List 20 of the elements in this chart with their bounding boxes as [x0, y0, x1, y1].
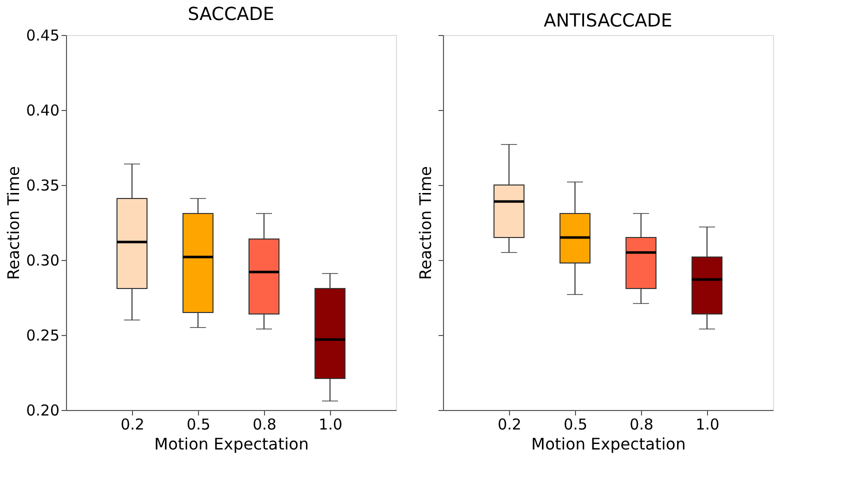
y-tick-label: 0.45	[26, 26, 60, 44]
chart-title: SACCADE	[188, 4, 274, 25]
y-tick-label: 0.25	[26, 326, 60, 344]
x-axis-title: Motion Expectation	[531, 434, 686, 454]
x-tick-label: 0.2	[498, 416, 522, 434]
y-tick-label: 0.20	[26, 402, 60, 420]
x-tick-label: 0.5	[186, 416, 210, 434]
x-tick-label: 0.8	[630, 416, 654, 434]
x-tick-label: 1.0	[696, 416, 720, 434]
x-tick-label: 0.8	[252, 416, 276, 434]
x-tick-label: 0.2	[120, 416, 144, 434]
x-tick-label: 0.5	[564, 416, 588, 434]
x-tick-label: 1.0	[318, 416, 342, 434]
y-axis-title: Reaction Time	[4, 166, 24, 280]
chart-title: ANTISACCADE	[544, 10, 672, 32]
x-axis-title: Motion Expectation	[154, 434, 309, 454]
y-tick-label: 0.40	[26, 102, 60, 120]
y-tick-label: 0.35	[26, 176, 60, 194]
y-tick-label: 0.30	[26, 252, 60, 270]
y-axis-title: Reaction Time	[416, 166, 435, 280]
